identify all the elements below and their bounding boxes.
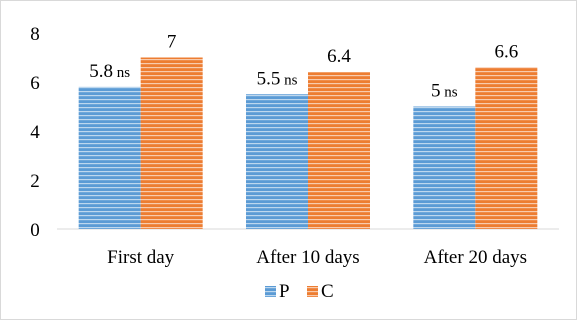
legend-label-c: C — [321, 281, 334, 302]
legend-label-p: P — [279, 281, 290, 302]
x-category-label: First day — [107, 247, 175, 268]
y-tick-label: 6 — [30, 73, 40, 94]
data-label-c-1: 7 — [167, 32, 177, 53]
data-label-c-3: 6.6 — [494, 41, 518, 62]
y-tick-label: 4 — [30, 122, 40, 143]
data-label-c-2: 6.4 — [327, 46, 351, 67]
x-axis-category-labels: First day After 10 days After 20 days — [107, 247, 527, 268]
bar-c-3 — [475, 67, 538, 229]
data-label-p-1: 5.8 ns — [89, 61, 130, 82]
legend-swatch-p — [265, 286, 276, 297]
x-category-label: After 10 days — [256, 247, 359, 268]
y-tick-label: 2 — [30, 171, 40, 192]
bar-p-1 — [78, 86, 141, 230]
x-category-label: After 20 days — [424, 247, 527, 268]
bar-c-1 — [140, 57, 203, 229]
bar-c-2 — [308, 72, 370, 229]
y-tick-label: 0 — [30, 220, 40, 241]
legend-swatch-c — [307, 286, 318, 297]
bar-p-2 — [246, 94, 308, 229]
bar-chart: 0 2 4 6 8 5.8 ns 7 5.5 ns 6.4 5 ns 6.6 First day A… — [30, 24, 559, 302]
data-label-p-2: 5.5 ns — [257, 68, 298, 89]
bar-p-3 — [413, 106, 476, 229]
bar-series: 5.8 ns 7 5.5 ns 6.4 5 ns 6.6 — [78, 32, 538, 230]
y-axis-tick-labels: 0 2 4 6 8 — [30, 24, 40, 241]
data-label-p-3: 5 ns — [431, 81, 458, 102]
y-tick-label: 8 — [30, 24, 40, 45]
